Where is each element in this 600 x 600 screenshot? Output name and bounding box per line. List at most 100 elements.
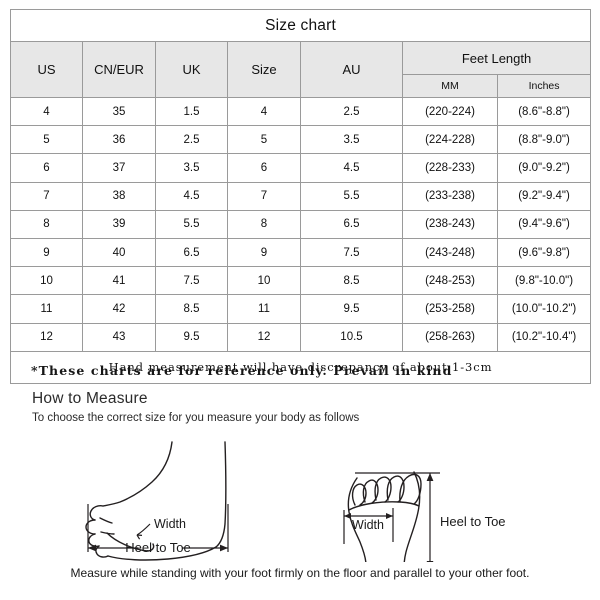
- top-view-width-dimension: [343, 508, 394, 544]
- column-header-mm: MM: [402, 74, 498, 98]
- top-view-heel-to-toe-dimension: [355, 472, 440, 562]
- cell-size: 8: [227, 209, 301, 239]
- cell-size: 12: [227, 322, 301, 352]
- cell-au: 5.5: [300, 181, 403, 211]
- table-footer-row: Hand measurement will have discrepancy o…: [9, 350, 592, 384]
- side-view-foot-illustration: [85, 441, 227, 561]
- table-row: 7 38 4.5 7 5.5 (233-238) (9.2"-9.4"): [10, 181, 592, 211]
- cell-cn-eur: 40: [82, 237, 156, 268]
- hand-measurement-note: Hand measurement will have discrepancy o…: [9, 350, 592, 384]
- table-row: 5 36 2.5 5 3.5 (224-228) (8.8"-9.0"): [10, 125, 592, 155]
- cell-us: 11: [10, 294, 83, 324]
- cell-size: 4: [227, 96, 301, 127]
- foot-measurement-diagrams: Width Heel to Toe: [0, 432, 600, 562]
- cell-uk: 3.5: [155, 153, 228, 183]
- side-view-heel-to-toe-dimension: [87, 504, 229, 552]
- cell-uk: 1.5: [155, 96, 228, 127]
- reference-only-note: *These charts are for reference only. Pr…: [31, 363, 453, 378]
- cell-mm: (253-258): [402, 294, 498, 324]
- column-header-inches: Inches: [496, 74, 592, 98]
- cell-cn-eur: 37: [82, 153, 156, 183]
- cell-us: 8: [10, 209, 83, 239]
- cell-inches: (9.0"-9.2"): [496, 153, 592, 183]
- column-header-cn-eur: CN/EUR: [82, 41, 156, 98]
- table-row: 8 39 5.5 8 6.5 (238-243) (9.4"-9.6"): [10, 209, 592, 239]
- cell-mm: (233-238): [402, 181, 498, 211]
- cell-us: 4: [10, 96, 83, 127]
- cell-size: 10: [227, 266, 301, 296]
- cell-cn-eur: 39: [82, 209, 156, 239]
- cell-mm: (228-233): [402, 153, 498, 183]
- cell-uk: 6.5: [155, 237, 228, 268]
- cell-inches: (9.8"-10.0"): [496, 266, 592, 296]
- cell-cn-eur: 41: [82, 266, 156, 296]
- cell-cn-eur: 38: [82, 181, 156, 211]
- cell-size: 6: [227, 153, 301, 183]
- cell-us: 12: [10, 322, 83, 352]
- page-title: Size chart: [9, 9, 592, 42]
- side-view-width-label: Width: [154, 517, 186, 531]
- cell-cn-eur: 36: [82, 125, 156, 155]
- column-header-size: Size: [227, 41, 301, 98]
- cell-us: 10: [10, 266, 83, 296]
- cell-size: 7: [227, 181, 301, 211]
- cell-mm: (243-248): [402, 237, 498, 268]
- top-view-heel-to-toe-label: Heel to Toe: [440, 514, 506, 529]
- cell-mm: (248-253): [402, 266, 498, 296]
- cell-uk: 7.5: [155, 266, 228, 296]
- cell-uk: 4.5: [155, 181, 228, 211]
- size-chart-table: Size chart US CN/EUR UK Size AU Feet Len…: [9, 9, 592, 384]
- cell-au: 10.5: [300, 322, 403, 352]
- cell-inches: (8.6"-8.8"): [496, 96, 592, 127]
- cell-us: 7: [10, 181, 83, 211]
- column-header-uk: UK: [155, 41, 228, 98]
- table-row: 9 40 6.5 9 7.5 (243-248) (9.6"-9.8"): [10, 237, 592, 268]
- how-to-measure-title: How to Measure: [32, 390, 148, 407]
- cell-inches: (10.0"-10.2"): [496, 294, 592, 324]
- cell-au: 4.5: [300, 153, 403, 183]
- table-row: 6 37 3.5 6 4.5 (228-233) (9.0"-9.2"): [10, 153, 592, 183]
- cell-mm: (224-228): [402, 125, 498, 155]
- cell-au: 7.5: [300, 237, 403, 268]
- cell-inches: (9.6"-9.8"): [496, 237, 592, 268]
- side-view-width-leader: [136, 523, 151, 540]
- foot-diagram-svg: Width Heel to Toe: [85, 441, 506, 562]
- column-header-feet-length: Feet Length: [401, 41, 592, 75]
- cell-inches: (9.2"-9.4"): [496, 181, 592, 211]
- table-row: 12 43 9.5 12 10.5 (258-263) (10.2"-10.4"…: [10, 322, 592, 352]
- cell-au: 6.5: [300, 209, 403, 239]
- top-view-width-label: Width: [352, 518, 384, 532]
- cell-size: 9: [227, 237, 301, 268]
- how-to-measure-subtitle: To choose the correct size for you measu…: [32, 412, 360, 424]
- cell-inches: (9.4"-9.6"): [496, 209, 592, 239]
- cell-au: 8.5: [300, 266, 403, 296]
- table-row: 10 41 7.5 10 8.5 (248-253) (9.8"-10.0"): [10, 266, 592, 296]
- cell-inches: (8.8"-9.0"): [496, 125, 592, 155]
- top-view-foot-illustration: [347, 471, 422, 562]
- cell-size: 5: [227, 125, 301, 155]
- cell-cn-eur: 43: [82, 322, 156, 352]
- cell-inches: (10.2"-10.4"): [496, 322, 592, 352]
- cell-au: 9.5: [300, 294, 403, 324]
- table-row: 4 35 1.5 4 2.5 (220-224) (8.6"-8.8"): [10, 96, 592, 127]
- column-header-us: US: [10, 41, 83, 98]
- cell-us: 5: [10, 125, 83, 155]
- table-title-row: Size chart: [9, 9, 592, 42]
- cell-us: 9: [10, 237, 83, 268]
- size-chart-container: Size chart US CN/EUR UK Size AU Feet Len…: [9, 9, 592, 384]
- cell-au: 2.5: [300, 96, 403, 127]
- cell-uk: 2.5: [155, 125, 228, 155]
- cell-uk: 8.5: [155, 294, 228, 324]
- cell-cn-eur: 42: [82, 294, 156, 324]
- table-header-row-main: US CN/EUR UK Size AU Feet Length: [10, 41, 592, 98]
- cell-cn-eur: 35: [82, 96, 156, 127]
- cell-mm: (220-224): [402, 96, 498, 127]
- measure-instruction-note: Measure while standing with your foot fi…: [70, 566, 530, 580]
- cell-mm: (238-243): [402, 209, 498, 239]
- cell-au: 3.5: [300, 125, 403, 155]
- size-chart-body: 4 35 1.5 4 2.5 (220-224) (8.6"-8.8") 5 3…: [9, 96, 592, 384]
- column-header-au: AU: [300, 41, 403, 98]
- cell-mm: (258-263): [402, 322, 498, 352]
- table-row: 11 42 8.5 11 9.5 (253-258) (10.0"-10.2"): [10, 294, 592, 324]
- cell-uk: 9.5: [155, 322, 228, 352]
